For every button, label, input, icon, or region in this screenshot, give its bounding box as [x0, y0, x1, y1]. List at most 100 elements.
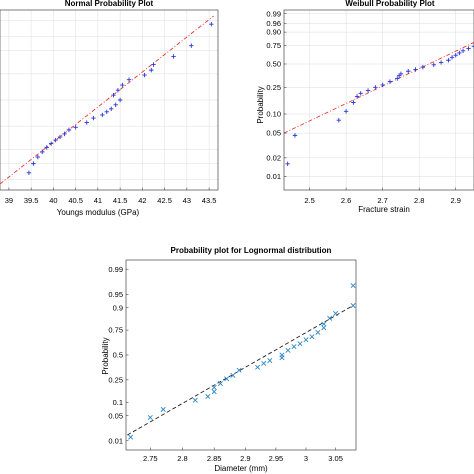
weibull-plot-marker-5 — [354, 94, 360, 99]
normal-plot-marker-16 — [113, 102, 118, 108]
normal-plot-marker-14 — [104, 109, 109, 115]
normal-plot-xtick-3: 40.5 — [68, 196, 83, 205]
lognormal-plot-marker-23 — [321, 321, 327, 327]
normal-plot-marker-18 — [111, 92, 116, 98]
weibull-plot-marker-8 — [373, 85, 378, 90]
lognormal-plot-y-ticks: 0.01 0.05 0.1 0.25 0.5 0.75 0.9 0.95 0.99 — [108, 265, 129, 445]
normal-plot-xtick-9: 43.5 — [202, 196, 217, 205]
lognormal-plot-x-axis-label: Diameter (mm) — [214, 464, 268, 473]
lognormal-plot-xtick-5: 3 — [304, 454, 308, 463]
lognormal-plot-marker-18 — [297, 341, 303, 347]
weibull-plot-marker-22 — [457, 50, 462, 56]
normal-plot-marker-2 — [35, 154, 41, 160]
lognormal-plot-markers — [128, 283, 356, 440]
lognormal-plot-ytick-0: 0.01 — [108, 436, 123, 445]
lognormal-plot-marker-19 — [303, 337, 309, 343]
lognormal-plot-ytick-7: 0.95 — [108, 290, 123, 299]
normal-plot-fit-line — [0, 15, 214, 185]
weibull-plot-x-axis-label: Fracture strain — [358, 205, 410, 214]
lognormal-plot-frame — [125, 259, 357, 451]
lognormal-plot-fit-line — [127, 305, 354, 436]
lognormal-plot-ytick-5: 0.75 — [108, 326, 123, 335]
weibull-plot-y-ticks: 0.01 0.02 0.05 0.10 0.25 0.50 0.75 0.900.960.99 — [266, 9, 287, 181]
lognormal-plot-y-axis-label: Probability — [101, 337, 110, 374]
weibull-plot-marker-0 — [285, 161, 290, 167]
weibull-plot-ytick-4: 0.25 — [266, 83, 281, 92]
lognormal-plot-xtick-4: 2.95 — [269, 454, 284, 463]
lognormal-plot-ytick-6: 0.9 — [113, 303, 123, 312]
weibull-plot-marker-19 — [446, 58, 451, 63]
lognormal-plot-ytick-1: 0.05 — [108, 411, 123, 420]
weibull-plot-ytick-7: 0.90 — [266, 28, 281, 37]
weibull-plot-ytick-8: 0.96 — [266, 19, 281, 28]
weibull-plot-marker-17 — [431, 62, 437, 67]
weibull-plot-ytick-5: 0.50 — [266, 60, 281, 69]
normal-plot-marker-26 — [189, 43, 194, 48]
normal-plot-marker-9 — [66, 127, 72, 133]
normal-plot-x-axis-label: Youngs modulus (GPa) — [57, 208, 140, 217]
lognormal-plot-marker-26 — [350, 303, 356, 309]
normal-plot-marker-22 — [142, 72, 147, 78]
lognormal-plot-marker-22 — [321, 325, 327, 331]
lognormal-plot-marker-27 — [350, 283, 356, 289]
weibull-plot-marker-6 — [358, 91, 363, 96]
weibull-probability-plot: Weibull Probability Plot 2.5 2.6 2.7 2.8 2.9… — [256, 0, 474, 214]
weibull-plot-marker-10 — [387, 79, 393, 84]
weibull-plot-ytick-1: 0.02 — [266, 153, 281, 162]
lognormal-plot-marker-21 — [315, 329, 321, 335]
normal-plot-x-ticks: 39 39.5 40 40.5 41 41.5 42 42.5 43 43.5 — [5, 187, 217, 205]
lognormal-plot-xtick-6: 3.05 — [328, 454, 343, 463]
normal-plot-marker-5 — [48, 141, 54, 146]
normal-plot-xtick-7: 42.5 — [157, 196, 172, 205]
normal-plot-marker-21 — [126, 77, 132, 82]
weibull-plot-markers — [285, 44, 474, 167]
weibull-plot-marker-25 — [471, 44, 474, 49]
lognormal-plot-xtick-0: 2.75 — [143, 454, 158, 463]
normal-plot-marker-11 — [84, 120, 89, 125]
normal-plot-marker-17 — [117, 97, 123, 103]
weibull-plot-marker-3 — [343, 109, 349, 114]
weibull-plot-marker-13 — [398, 71, 404, 77]
normal-plot-xtick-4: 41 — [94, 196, 102, 205]
normal-plot-marker-6 — [53, 137, 58, 143]
normal-probability-plot: Normal Probability Plot 39 39.5 40 40.5 41 41… — [0, 0, 219, 217]
normal-plot-xtick-6: 42 — [138, 196, 146, 205]
weibull-plot-xtick-0: 2.5 — [304, 196, 314, 205]
normal-plot-markers — [26, 21, 214, 175]
lognormal-plot-marker-15 — [279, 352, 285, 358]
normal-plot-marker-19 — [115, 87, 121, 93]
lognormal-plot-xtick-1: 2.8 — [177, 454, 187, 463]
normal-plot-marker-13 — [100, 112, 105, 118]
lognormal-plot-marker-3 — [192, 397, 198, 403]
weibull-plot-x-ticks: 2.5 2.6 2.7 2.8 2.9 — [304, 187, 461, 205]
lognormal-plot-marker-9 — [230, 372, 236, 378]
lognormal-plot-marker-11 — [255, 364, 261, 370]
lognormal-plot-ytick-2: 0.1 — [113, 398, 123, 407]
lognormal-plot-marker-20 — [309, 334, 315, 340]
lognormal-plot-ytick-8: 0.99 — [108, 265, 123, 274]
lognormal-plot-x-ticks: 2.75 2.8 2.85 2.9 2.95 3 3.05 — [143, 447, 343, 463]
lognormal-plot-marker-16 — [285, 347, 291, 353]
weibull-plot-fit-line — [283, 42, 474, 134]
normal-plot-marker-20 — [120, 82, 125, 88]
lognormal-plot-marker-24 — [327, 315, 333, 321]
weibull-plot-xtick-1: 2.6 — [341, 196, 351, 205]
normal-plot-marker-10 — [73, 125, 78, 130]
lognormal-plot-ytick-4: 0.5 — [113, 351, 123, 360]
lognormal-plot-xtick-2: 2.85 — [207, 454, 222, 463]
weibull-plot-marker-24 — [466, 46, 471, 51]
normal-plot-fit-line-group — [0, 15, 214, 185]
weibull-plot-ytick-9: 0.99 — [266, 9, 281, 18]
normal-plot-marker-7 — [57, 134, 63, 140]
normal-plot-xtick-5: 41.5 — [113, 196, 128, 205]
weibull-plot-marker-21 — [453, 52, 458, 58]
normal-plot-marker-4 — [44, 145, 49, 150]
weibull-plot-ytick-6: 0.75 — [266, 41, 281, 50]
normal-plot-marker-0 — [26, 170, 32, 175]
lognormal-plot-fit-line-group — [127, 305, 354, 436]
weibull-plot-marker-4 — [351, 100, 356, 105]
weibull-plot-marker-20 — [449, 55, 455, 60]
weibull-plot-xtick-4: 2.9 — [451, 196, 461, 205]
normal-plot-xtick-0: 39 — [5, 196, 13, 205]
lognormal-plot-marker-6 — [211, 384, 217, 390]
